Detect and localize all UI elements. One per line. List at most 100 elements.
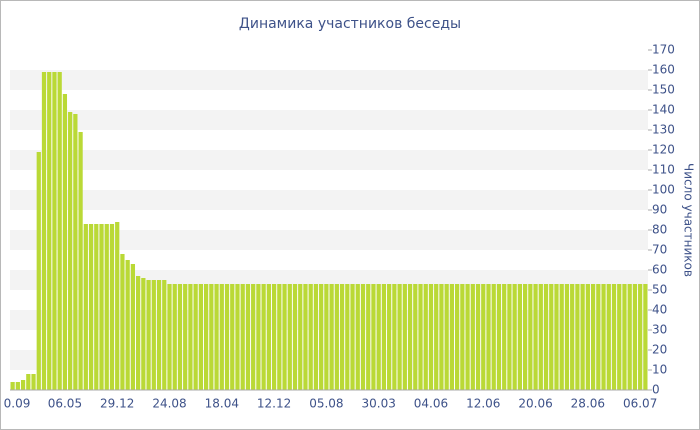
bar [47,72,52,390]
bar [580,284,585,390]
bar [512,284,517,390]
bar [26,374,31,390]
bar [570,284,575,390]
bar [355,284,360,390]
bar [460,284,465,390]
y-tick-label: 120 [652,143,675,157]
bar [235,284,240,390]
bar [141,278,146,390]
x-tick-label: 12.06 [466,397,500,411]
bar [240,284,245,390]
bar [88,224,94,390]
bar [345,284,350,390]
bar [596,284,601,390]
bar [303,284,308,390]
bar [434,284,439,390]
bar [455,284,460,390]
bar [638,284,643,390]
bar [423,284,428,390]
bar [308,284,313,390]
y-tick-label: 40 [652,303,667,317]
bar [319,284,324,390]
bar [502,284,507,390]
bar [622,284,627,390]
x-tick-label: 20.06 [518,397,552,411]
bar [428,284,434,390]
x-tick-label: 24.08 [152,397,186,411]
bar [528,284,533,390]
grid-band [10,230,648,250]
bar [10,382,15,390]
x-tick-label: 0.09 [4,397,31,411]
y-tick-label: 30 [652,323,667,337]
bar [177,284,183,390]
bar [78,132,83,390]
bar [52,72,57,390]
bar [554,284,559,390]
bar [617,284,622,390]
bar [376,284,381,390]
x-tick-label: 05.08 [309,397,343,411]
x-tick-label: 18.04 [205,397,239,411]
bar [15,382,20,390]
bar [413,284,418,390]
bar [261,284,266,390]
grid-band [10,150,648,170]
y-tick-label: 150 [652,83,675,97]
bar [162,280,167,390]
x-tick-label: 28.06 [571,397,605,411]
bar [465,284,470,390]
bar [371,284,376,390]
bar [549,284,554,390]
bar [387,284,392,390]
y-tick-label: 140 [652,103,675,117]
bar [36,152,41,390]
bar [193,284,198,390]
y-axis-label: Число участников [682,163,696,277]
bar [538,284,543,390]
y-tick-label: 70 [652,243,667,257]
bar [219,284,224,390]
y-tick-label: 0 [652,383,660,397]
y-tick-label: 130 [652,123,675,137]
bar [120,254,125,390]
bar [99,224,104,390]
bar [287,284,292,390]
bar [125,260,130,390]
bar [439,284,444,390]
bar [104,224,109,390]
bar [585,284,590,390]
bar [601,284,606,390]
bar [292,284,298,390]
bar [57,72,62,390]
y-tick-label: 170 [652,43,675,57]
bar [486,284,491,390]
bar [329,284,334,390]
bar [543,284,549,390]
y-tick-label: 160 [652,63,675,77]
bar [559,284,564,390]
bar [606,284,611,390]
bar [224,284,230,390]
bar [350,284,355,390]
bar [339,284,345,390]
y-tick-label: 100 [652,183,675,197]
bar [109,224,115,390]
bar [277,284,282,390]
bar [575,284,580,390]
bar [517,284,522,390]
bar [564,284,570,390]
bar [402,284,407,390]
y-tick-label: 20 [652,343,667,357]
bar [324,284,329,390]
bar [136,276,141,390]
bar [214,284,219,390]
grid-band [10,110,648,130]
bar [533,284,538,390]
y-tick-label: 10 [652,363,667,377]
bar [298,284,303,390]
x-tick-label: 12.12 [257,397,291,411]
bar [366,284,371,390]
